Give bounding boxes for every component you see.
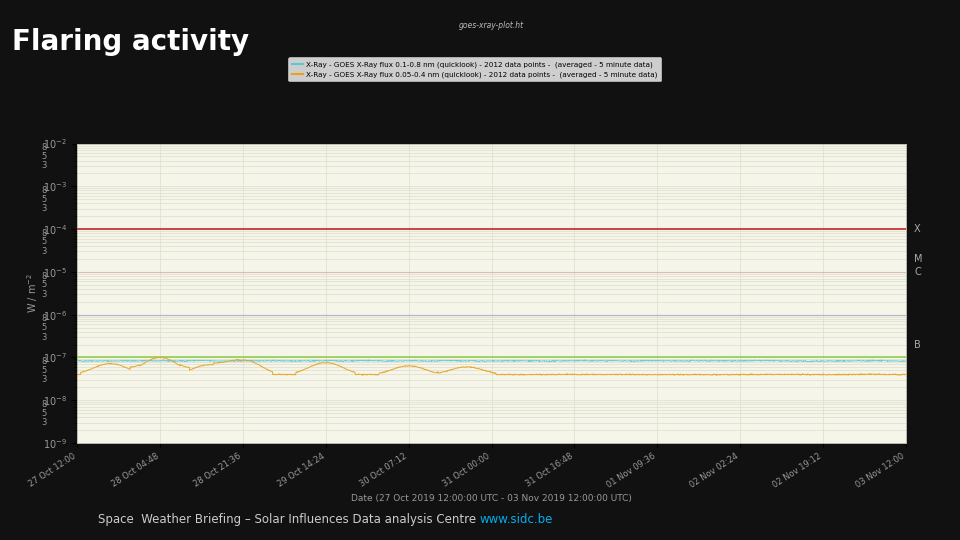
Text: goes-xray-plot.ht: goes-xray-plot.ht	[459, 21, 524, 30]
X-axis label: Date (27 Oct 2019 12:00:00 UTC - 03 Nov 2019 12:00:00 UTC): Date (27 Oct 2019 12:00:00 UTC - 03 Nov …	[351, 494, 632, 503]
Text: 3: 3	[41, 290, 47, 299]
Text: www.sidc.be: www.sidc.be	[480, 512, 553, 526]
Text: 5: 5	[41, 323, 47, 332]
Text: Space  Weather Briefing – Solar Influences Data analysis Centre: Space Weather Briefing – Solar Influence…	[98, 512, 480, 526]
Text: 5: 5	[41, 409, 47, 417]
Text: 8: 8	[41, 272, 47, 281]
Text: 3: 3	[41, 247, 47, 256]
Text: Flaring activity: Flaring activity	[12, 28, 250, 56]
Text: 3: 3	[41, 375, 47, 384]
Text: 8: 8	[41, 143, 47, 152]
Text: 3: 3	[41, 418, 47, 427]
Text: C: C	[914, 267, 921, 277]
Text: 5: 5	[41, 195, 47, 204]
Text: 3: 3	[41, 204, 47, 213]
Text: 8: 8	[41, 314, 47, 323]
Text: B: B	[914, 340, 921, 349]
Legend: X-Ray - GOES X-Ray flux 0.1-0.8 nm (quicklook) - 2012 data points -  (averaged -: X-Ray - GOES X-Ray flux 0.1-0.8 nm (quic…	[288, 57, 661, 82]
Text: 5: 5	[41, 280, 47, 289]
Y-axis label: W / m$^{-2}$: W / m$^{-2}$	[25, 273, 40, 313]
Text: 5: 5	[41, 238, 47, 246]
Text: 8: 8	[41, 400, 47, 409]
Text: 5: 5	[41, 152, 47, 161]
Text: 8: 8	[41, 186, 47, 195]
Text: X: X	[914, 224, 921, 234]
Text: M: M	[914, 254, 923, 264]
Text: 8: 8	[41, 357, 47, 366]
Text: 5: 5	[41, 366, 47, 375]
Text: 3: 3	[41, 333, 47, 341]
Text: 8: 8	[41, 229, 47, 238]
Text: 3: 3	[41, 161, 47, 171]
